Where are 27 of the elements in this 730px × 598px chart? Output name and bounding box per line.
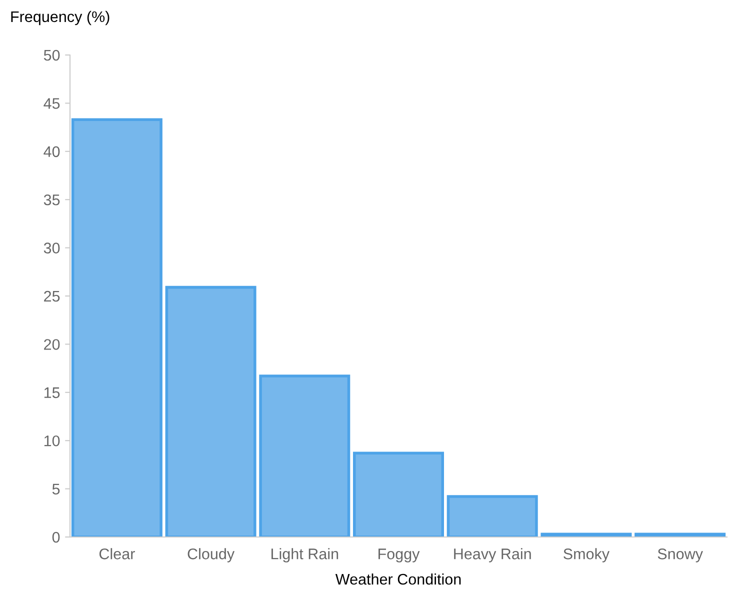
x-tick-label: Cloudy [188,548,235,562]
x-axis-title: Weather Condition [335,573,461,585]
bar [259,374,350,537]
y-tick-label: 5 [52,484,60,494]
y-tick-label: 50 [44,50,60,61]
x-tick-label: Snowy [658,548,703,562]
y-tick-label: 10 [44,435,60,446]
y-tick-label: 20 [44,339,60,350]
y-tick-label: 15 [44,387,60,398]
y-axis-title: Frequency (%) [11,10,110,26]
y-tick-label: 45 [44,98,60,109]
bar [352,452,444,537]
y-tick-label: 30 [44,242,60,254]
bar [446,495,538,537]
x-tick-label: Foggy [378,548,420,562]
y-tick-label: 25 [44,290,60,302]
x-tick-label: Smoky [564,548,610,562]
bar [71,118,162,537]
y-tick-label: 35 [44,194,60,206]
y-tick-label: 0 [52,532,60,543]
x-tick-label: Light Rain [272,548,338,562]
bar [165,286,256,537]
x-tick-label: Clear [99,548,135,560]
bar [634,532,726,537]
y-tick-label: 40 [44,146,60,158]
x-tick-label: Heavy Rain [454,548,531,562]
bar [540,532,632,537]
